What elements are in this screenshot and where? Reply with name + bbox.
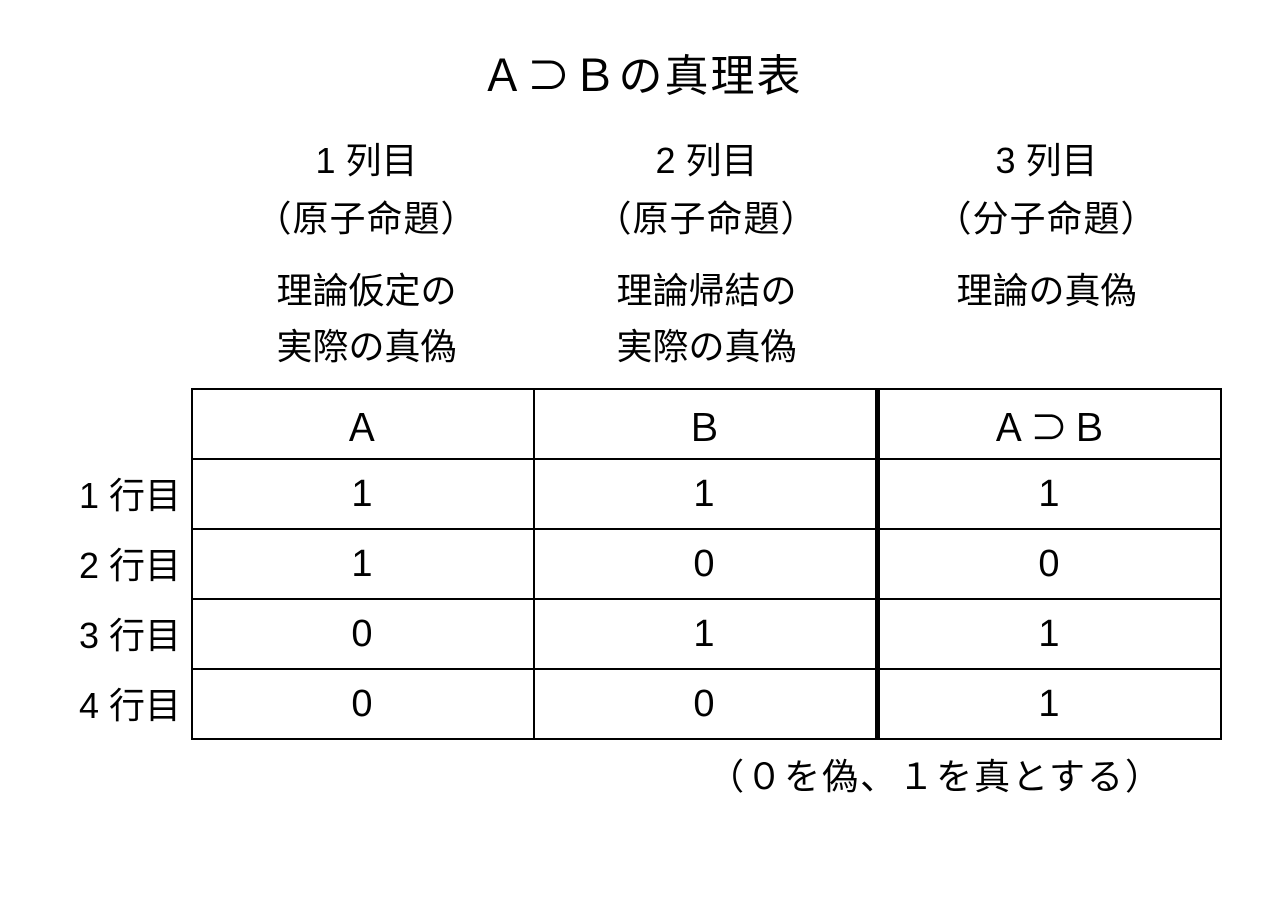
cell: 1 bbox=[534, 599, 878, 669]
cell: 0 bbox=[192, 599, 534, 669]
col1-line3: 理論仮定の bbox=[197, 264, 537, 318]
table-row: 0 0 1 bbox=[192, 669, 1221, 739]
row-label-4: 4 行目 bbox=[61, 668, 191, 738]
cell: 1 bbox=[192, 529, 534, 599]
cell: 0 bbox=[192, 669, 534, 739]
col2-line4: 実際の真偽 bbox=[537, 320, 877, 374]
cell: 1 bbox=[878, 599, 1222, 669]
col1-line4: 実際の真偽 bbox=[197, 320, 537, 374]
col-header-3: 3 列目 （分子命題） 理論の真偽 bbox=[877, 134, 1217, 388]
table-row: 1 1 1 bbox=[192, 459, 1221, 529]
truth-table: Ａ Ｂ Ａ⊃Ｂ 1 1 1 1 0 0 0 1 1 0 0 1 bbox=[191, 388, 1222, 740]
col2-line3: 理論帰結の bbox=[537, 264, 877, 318]
col3-line3: 理論の真偽 bbox=[877, 264, 1217, 318]
symbol-a: Ａ bbox=[192, 389, 534, 459]
col3-line1: 3 列目 bbox=[877, 134, 1217, 188]
row-label-2: 2 行目 bbox=[61, 528, 191, 598]
footnote: （０を偽、１を真とする） bbox=[0, 748, 1283, 800]
col1-line1: 1 列目 bbox=[197, 134, 537, 188]
cell: 1 bbox=[192, 459, 534, 529]
table-row: Ａ Ｂ Ａ⊃Ｂ bbox=[192, 389, 1221, 459]
table-row: 0 1 1 bbox=[192, 599, 1221, 669]
col-header-2: 2 列目 （原子命題） 理論帰結の 実際の真偽 bbox=[537, 134, 877, 388]
row-label-1: 1 行目 bbox=[61, 458, 191, 528]
col2-line2: （原子命題） bbox=[537, 192, 877, 246]
row-label-spacer bbox=[61, 388, 191, 458]
col3-line2: （分子命題） bbox=[877, 192, 1217, 246]
column-headers: 1 列目 （原子命題） 理論仮定の 実際の真偽 2 列目 （原子命題） 理論帰結… bbox=[0, 134, 1283, 388]
cell: 0 bbox=[878, 529, 1222, 599]
cell: 0 bbox=[534, 669, 878, 739]
row-labels: 1 行目 2 行目 3 行目 4 行目 bbox=[61, 388, 191, 740]
symbol-a-implies-b: Ａ⊃Ｂ bbox=[878, 389, 1222, 459]
cell: 1 bbox=[878, 459, 1222, 529]
col2-line1: 2 列目 bbox=[537, 134, 877, 188]
page-title: Ａ⊃Ｂの真理表 bbox=[0, 40, 1283, 104]
cell: 1 bbox=[534, 459, 878, 529]
row-label-3: 3 行目 bbox=[61, 598, 191, 668]
cell: 0 bbox=[534, 529, 878, 599]
col-header-1: 1 列目 （原子命題） 理論仮定の 実際の真偽 bbox=[197, 134, 537, 388]
symbol-b: Ｂ bbox=[534, 389, 878, 459]
cell: 1 bbox=[878, 669, 1222, 739]
table-row: 1 0 0 bbox=[192, 529, 1221, 599]
col1-line2: （原子命題） bbox=[197, 192, 537, 246]
